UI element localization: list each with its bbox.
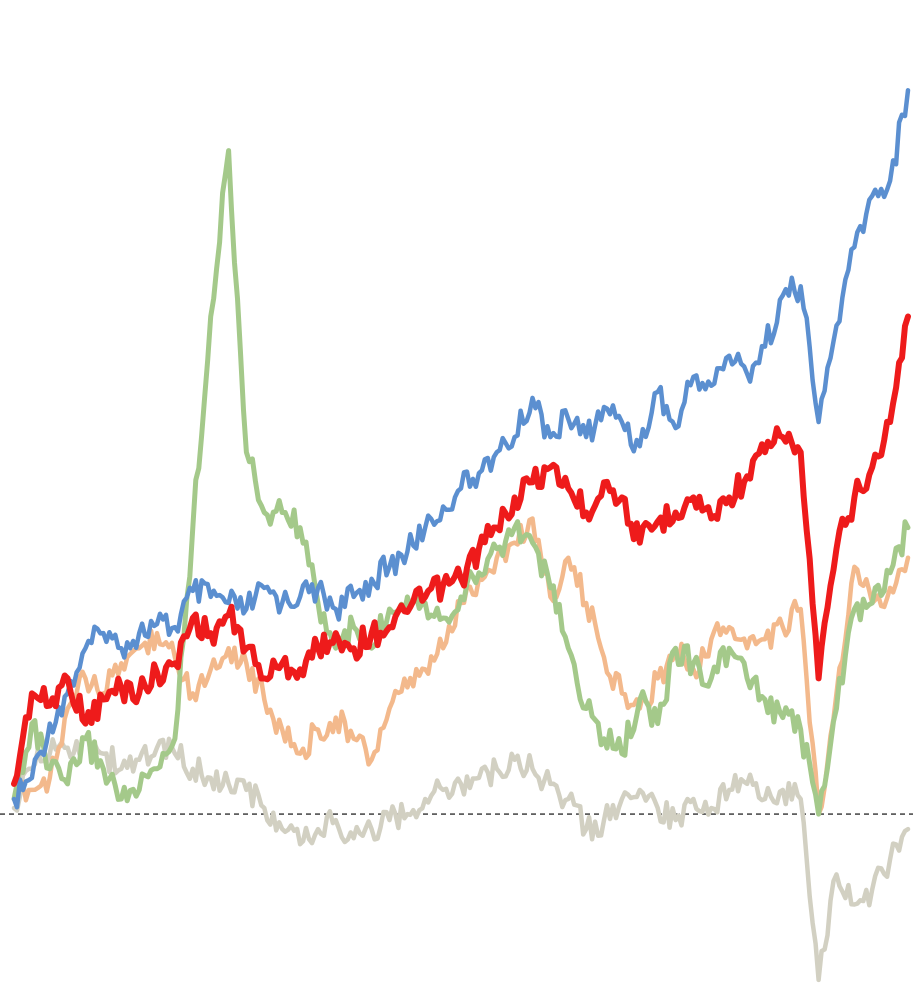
series-line-3: [11, 516, 911, 817]
series-layer: [11, 88, 911, 983]
series-line-4: [11, 148, 911, 817]
series-line-2: [11, 313, 911, 787]
series-line-1: [11, 88, 911, 810]
series-line-5: [11, 735, 911, 983]
